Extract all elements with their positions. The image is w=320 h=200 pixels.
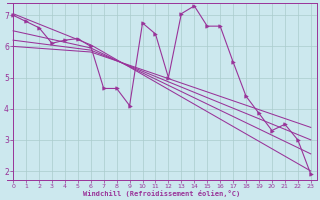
X-axis label: Windchill (Refroidissement éolien,°C): Windchill (Refroidissement éolien,°C) bbox=[83, 190, 241, 197]
